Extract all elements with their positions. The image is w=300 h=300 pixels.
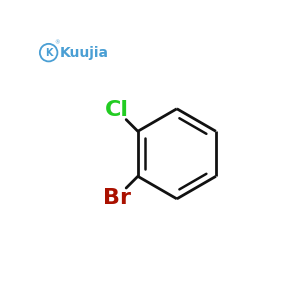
Text: ®: ® bbox=[55, 40, 60, 45]
Text: Kuujia: Kuujia bbox=[60, 46, 109, 60]
Text: Br: Br bbox=[103, 188, 130, 208]
Text: Cl: Cl bbox=[105, 100, 129, 120]
Text: K: K bbox=[45, 48, 52, 58]
